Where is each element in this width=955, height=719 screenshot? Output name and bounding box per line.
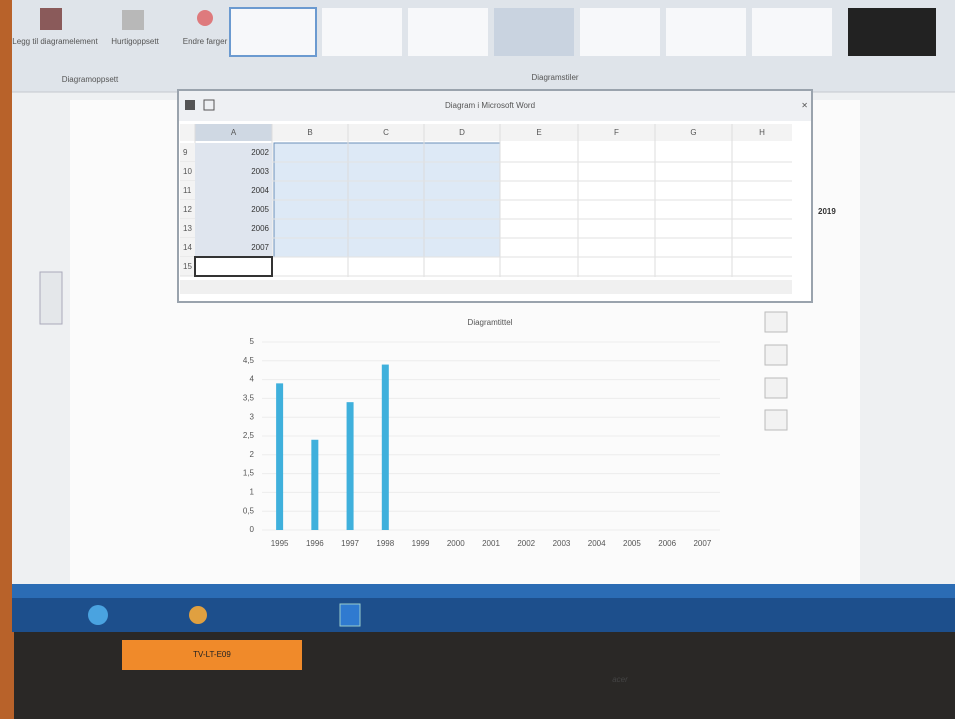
column-header: B xyxy=(307,128,312,137)
x-tick-label: 2003 xyxy=(553,539,571,548)
ribbon-group: Diagramoppsett xyxy=(62,75,119,84)
ribbon-icon xyxy=(40,8,62,30)
page: Legg til diagramelement Hurtigoppsett En… xyxy=(0,0,955,719)
cell: 2006 xyxy=(251,224,269,233)
y-tick-label: 4,5 xyxy=(243,356,255,365)
doc-heading: 2019 xyxy=(818,207,836,216)
column-a-fill xyxy=(195,143,272,257)
y-tick-label: 4 xyxy=(250,375,255,384)
ribbon-group: Diagramstiler xyxy=(531,73,578,82)
style-thumb[interactable] xyxy=(580,8,660,56)
close-button[interactable]: ✕ xyxy=(801,101,808,110)
scrollbar[interactable] xyxy=(180,280,792,294)
chart-styles xyxy=(230,8,936,56)
style-thumb[interactable] xyxy=(848,8,936,56)
row-number: 11 xyxy=(183,186,192,195)
y-tick-label: 2 xyxy=(250,450,255,459)
column-header: A xyxy=(231,128,237,137)
cell: 2007 xyxy=(251,243,269,252)
x-tick-label: 2000 xyxy=(447,539,465,548)
style-thumb[interactable] xyxy=(752,8,832,56)
column-header: C xyxy=(383,128,389,137)
column-header: G xyxy=(690,128,696,137)
ribbon-icon xyxy=(197,10,213,26)
taskbar xyxy=(12,598,955,632)
x-tick-label: 2002 xyxy=(517,539,535,548)
y-tick-label: 3,5 xyxy=(243,394,255,403)
x-tick-label: 1997 xyxy=(341,539,359,548)
style-thumb[interactable] xyxy=(230,8,316,56)
column-header: E xyxy=(536,128,541,137)
toolbar-icon[interactable] xyxy=(185,100,195,110)
screen-photo: Legg til diagramelement Hurtigoppsett En… xyxy=(0,0,955,719)
bar xyxy=(311,440,318,530)
cell: 2005 xyxy=(251,205,269,214)
row-number: 9 xyxy=(183,148,188,157)
style-thumb[interactable] xyxy=(494,8,574,56)
x-tick-label: 1998 xyxy=(376,539,394,548)
column-header: H xyxy=(759,128,765,137)
bar xyxy=(382,365,389,530)
chart-button[interactable] xyxy=(765,378,787,398)
row-number: 13 xyxy=(183,224,192,233)
side-tab[interactable] xyxy=(40,272,62,324)
cell: 2003 xyxy=(251,167,269,176)
chart-button[interactable] xyxy=(765,345,787,365)
column-header: D xyxy=(459,128,465,137)
edge xyxy=(0,0,14,719)
x-tick-label: 2004 xyxy=(588,539,606,548)
taskbar-icon[interactable] xyxy=(340,604,360,626)
window-title: Diagram i Microsoft Word xyxy=(445,101,535,110)
status-bar xyxy=(12,584,955,598)
bar xyxy=(276,383,283,530)
row-number: 12 xyxy=(183,205,192,214)
column-header: F xyxy=(614,128,619,137)
spreadsheet-window: Diagram i Microsoft Word ✕ A B C D E F G H 9 10 11… xyxy=(178,90,812,302)
style-thumb[interactable] xyxy=(322,8,402,56)
x-tick-label: 2006 xyxy=(658,539,676,548)
x-tick-label: 2001 xyxy=(482,539,500,548)
x-tick-label: 1996 xyxy=(306,539,324,548)
ribbon-button[interactable]: Endre farger xyxy=(183,37,228,46)
chart-button[interactable] xyxy=(765,312,787,332)
row-number: 14 xyxy=(183,243,192,252)
y-tick-label: 1,5 xyxy=(243,469,255,478)
style-thumb[interactable] xyxy=(408,8,488,56)
y-tick-label: 0 xyxy=(250,525,255,534)
y-tick-label: 3 xyxy=(250,412,255,421)
chart-button[interactable] xyxy=(765,410,787,430)
sticker-label: TV-LT-E09 xyxy=(193,650,231,659)
row-number: 15 xyxy=(183,262,192,271)
cell: 2002 xyxy=(251,148,269,157)
brand-logo: acer xyxy=(612,675,628,684)
taskbar-icon[interactable] xyxy=(189,606,207,624)
start-button[interactable] xyxy=(88,605,108,625)
style-thumb[interactable] xyxy=(666,8,746,56)
y-tick-label: 5 xyxy=(250,337,255,346)
y-tick-label: 0,5 xyxy=(243,506,255,515)
ribbon-icon xyxy=(122,10,144,30)
row-number: 10 xyxy=(183,167,192,176)
bar xyxy=(347,402,354,530)
x-tick-label: 1995 xyxy=(271,539,289,548)
chart-title: Diagramtittel xyxy=(468,318,513,327)
y-tick-label: 1 xyxy=(250,488,255,497)
y-tick-label: 2,5 xyxy=(243,431,255,440)
ribbon-button[interactable]: Legg til diagramelement xyxy=(12,37,98,46)
x-tick-label: 2005 xyxy=(623,539,641,548)
x-tick-label: 1999 xyxy=(412,539,430,548)
x-tick-label: 2007 xyxy=(693,539,711,548)
ribbon-button[interactable]: Hurtigoppsett xyxy=(111,37,159,46)
cell: 2004 xyxy=(251,186,269,195)
